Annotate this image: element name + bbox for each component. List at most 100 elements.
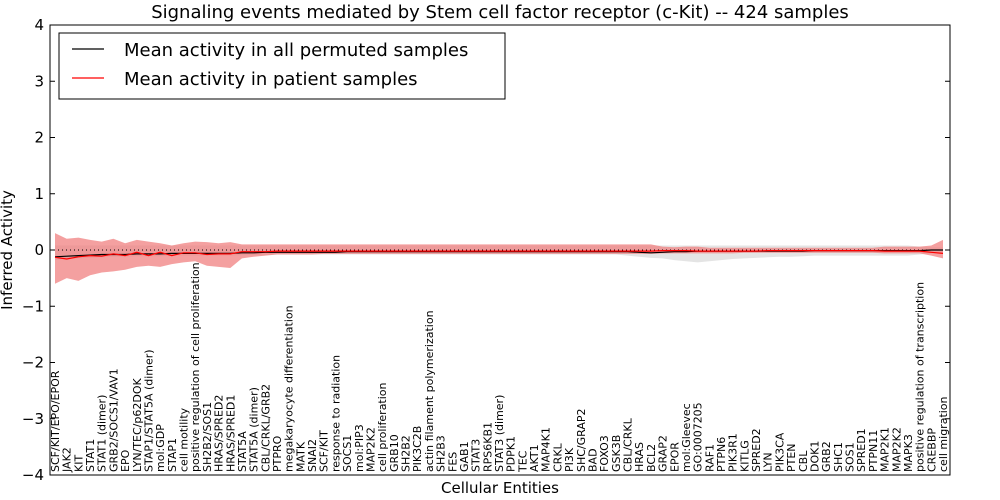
entity-label: cell motility xyxy=(178,407,191,472)
entity-label: AKT1 xyxy=(528,444,541,472)
entity-label: cell proliferation xyxy=(376,382,389,472)
entity-label: STAT1 (dimer) xyxy=(96,395,109,472)
entity-label: mol:Gleevec xyxy=(680,403,693,472)
entity-label: GRB2/SOCS1/VAV1 xyxy=(107,368,120,472)
y-axis-label: Inferred Activity xyxy=(0,190,16,310)
lines-layer xyxy=(54,249,944,260)
entity-label: positive regulation of transcription xyxy=(914,282,927,472)
entity-label: SNAI2 xyxy=(306,439,319,472)
entity-label: RAF1 xyxy=(703,444,716,472)
y-tick-label: −3 xyxy=(22,410,44,428)
y-tick-label: −2 xyxy=(22,354,44,372)
entity-label: SPRED2 xyxy=(750,428,763,472)
entity-label: GO:0007205 xyxy=(692,402,705,472)
entity-label: STAT3 xyxy=(470,439,483,472)
entity-label: STAP1 xyxy=(166,438,179,472)
bands-layer xyxy=(55,233,943,284)
entity-label: actin filament polymerization xyxy=(423,310,436,472)
entity-label: mol:GDP xyxy=(154,424,167,472)
entity-label: KIT xyxy=(72,455,85,472)
entity-label: MAP2K1 xyxy=(879,427,892,472)
entity-label: PIK3CA xyxy=(773,432,786,472)
patient-range-band xyxy=(55,233,943,284)
entity-label: SCF/KIT/EPO/EPOR xyxy=(49,370,62,472)
y-tick-label: −4 xyxy=(22,466,44,484)
entity-label: CBL/CRKL/GRB2 xyxy=(259,384,272,472)
entity-label: TEC xyxy=(516,450,529,473)
entity-label: response to radiation xyxy=(329,355,342,472)
entity-label: HRAS/SPRED1 xyxy=(224,395,237,472)
entity-label: CREBBP xyxy=(925,428,938,472)
entity-label: KITLG xyxy=(738,440,751,472)
entity-label: GRB2 xyxy=(820,441,833,472)
entity-label: CRKL xyxy=(551,442,564,472)
entity-label: STAP1/STAT5A (dimer) xyxy=(143,349,156,472)
entity-label: SHC/GRAP2 xyxy=(575,408,588,472)
legend-label-permuted: Mean activity in all permuted samples xyxy=(124,40,468,61)
entity-label: LYN xyxy=(762,452,775,472)
entity-label: GSK3B xyxy=(610,435,623,472)
entity-label: PIK3C2B xyxy=(411,426,424,472)
entity-label: positive regulation of cell proliferatio… xyxy=(189,262,202,472)
entity-label: mol:PIP3 xyxy=(353,424,366,472)
entity-label: megakaryocyte differentiation xyxy=(283,305,296,472)
entity-label: STAT5A xyxy=(236,431,249,472)
y-tick-label: −1 xyxy=(22,297,44,315)
entity-label: PI3K xyxy=(563,447,576,472)
entity-label: SH2B2 xyxy=(400,435,413,472)
entity-label: CBL/CRKL xyxy=(622,417,635,472)
y-tick-label: 1 xyxy=(34,185,44,203)
entity-label: SPRED1 xyxy=(855,428,868,472)
entity-label: PTPN6 xyxy=(715,437,728,472)
entity-label: HRAS/SPRED2 xyxy=(213,395,226,472)
y-tick-label: 3 xyxy=(34,72,44,90)
x-axis-label: Cellular Entities xyxy=(441,479,559,497)
entity-label: EPOR xyxy=(668,442,681,472)
entity-label: MAP2K2 xyxy=(365,427,378,472)
entity-label: STAT1 xyxy=(84,439,97,472)
legend-label-patient: Mean activity in patient samples xyxy=(124,69,418,90)
entity-label: FES xyxy=(446,452,459,472)
entity-label: PTEN xyxy=(785,443,798,472)
entity-label: SH2B3 xyxy=(435,435,448,472)
entity-label: GAB1 xyxy=(458,441,471,472)
entity-label: MATK xyxy=(294,441,307,472)
y-tick-label: 4 xyxy=(34,16,44,34)
entity-label: HRAS xyxy=(633,442,646,472)
entity-label: cell migration xyxy=(937,396,950,472)
entity-label: EPO xyxy=(119,449,132,472)
entity-label: SOS1 xyxy=(844,442,857,472)
entity-label: GRAP2 xyxy=(657,435,670,472)
entity-label: RPS6KB1 xyxy=(481,422,494,472)
entity-label: PTPN11 xyxy=(867,430,880,472)
entity-label: MAP4K1 xyxy=(540,427,553,472)
entity-label: BAD xyxy=(587,448,600,472)
entity-label: GRB10 xyxy=(388,434,401,472)
entity-label: SOCS1 xyxy=(341,435,354,472)
entity-label: PIK3R1 xyxy=(727,433,740,472)
entity-label: FOXO3 xyxy=(598,435,611,472)
entity-label: MAPK3 xyxy=(902,434,915,472)
entity-label: STAT5A (dimer) xyxy=(248,387,261,472)
y-axis: 4 3 2 1 0 −1 −2 −3 −4 xyxy=(22,16,950,484)
legend-box xyxy=(58,32,506,100)
patient-mean-line xyxy=(54,250,944,260)
entity-label: LYN/TEC/p62DOK xyxy=(131,378,144,472)
entity-label: PDPK1 xyxy=(505,436,518,472)
y-tick-label: 2 xyxy=(34,129,44,147)
entity-label: BCL2 xyxy=(645,444,658,472)
entity-label: PTPRO xyxy=(271,435,284,472)
y-tick-label: 0 xyxy=(34,241,44,259)
entity-label: MAP2K2 xyxy=(890,427,903,472)
entity-label: CBL xyxy=(797,450,810,472)
entity-label: DOK1 xyxy=(809,441,822,472)
entity-label: JAK2 xyxy=(61,447,74,473)
chart-title: Signaling events mediated by Stem cell f… xyxy=(151,2,849,23)
entity-label: STAT3 (dimer) xyxy=(493,395,506,472)
entity-label: SH2B2/SOS1 xyxy=(201,402,214,472)
legend: Mean activity in all permuted samples Me… xyxy=(58,32,506,100)
entity-label: SCF/KIT xyxy=(318,430,331,472)
entity-label: SHC1 xyxy=(832,442,845,472)
